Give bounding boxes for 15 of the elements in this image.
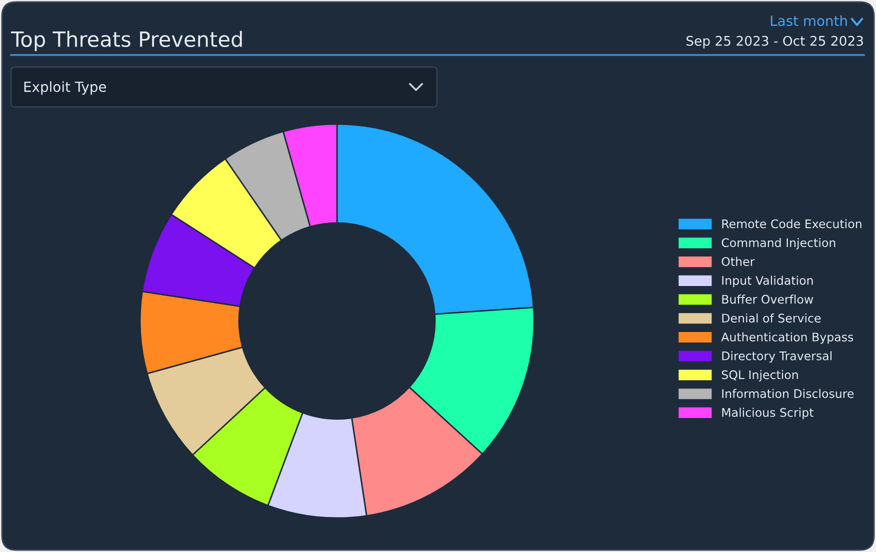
legend-label: Malicious Script (722, 408, 814, 420)
legend-label: Input Validation (722, 276, 813, 288)
text: Exploit Type (24, 81, 106, 95)
legend-label: Command Injection (722, 238, 836, 250)
legend-label: Other (722, 256, 755, 266)
text: Last month (770, 15, 847, 26)
legend-label: SQL Injection (722, 370, 798, 382)
legend-label: Denial of Service (722, 313, 821, 323)
chart-subtitle: Sep 25 2023 - Oct 25 2023 (686, 36, 863, 48)
legend-label: Directory Traversal (722, 351, 832, 363)
legend-label: Information Disclosure (722, 388, 854, 398)
legend-label: Buffer Overflow (722, 294, 814, 304)
chart-title: Top Threats Prevented (10, 30, 242, 52)
legend-label: Authentication Bypass (721, 332, 854, 344)
legend-label: Remote Code Execution (722, 219, 862, 228)
